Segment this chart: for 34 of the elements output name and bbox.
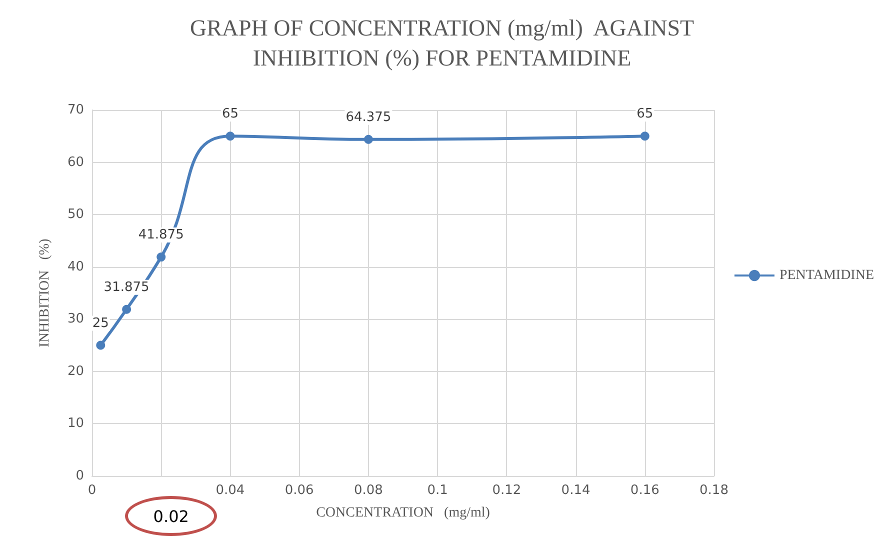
y-tick-label: 20 (67, 364, 84, 379)
x-axis-title: CONCENTRATION (mg/ml) (316, 506, 490, 520)
x-tick-label: 0.04 (216, 483, 245, 498)
data-label: 25 (92, 316, 109, 331)
data-label: 64.375 (346, 110, 392, 125)
x-tick-label: 0 (88, 483, 96, 498)
point (364, 134, 373, 144)
chart-title: GRAPH OF CONCENTRATION (mg/ml) AGAINST INHIBITION (%) FOR PENTAMIDINE (190, 16, 694, 70)
data-label: 41.875 (138, 228, 184, 243)
x-tick-label: 0.16 (630, 483, 660, 498)
data-label: 65 (636, 106, 654, 122)
y-tick-label: 70 (67, 102, 84, 118)
legend-label: PENTAMIDINE (779, 268, 874, 283)
y-tick-label: 50 (67, 207, 84, 222)
data-label: 65 (222, 106, 238, 122)
x-tick-label: 0.08 (354, 483, 383, 498)
point (156, 252, 166, 262)
point (226, 132, 235, 141)
x-tick-label: 0.06 (284, 483, 314, 498)
ellipse-outline: 0.02 (125, 496, 218, 536)
x-tick-label: 0.18 (700, 483, 728, 498)
y-tick-label: 10 (67, 416, 84, 432)
x-tick-label: 0.14 (561, 483, 590, 498)
x-tick-label: 0.12 (492, 483, 522, 498)
y-tick-label: 0 (76, 468, 84, 484)
y-axis-title: INHIBITION (%) (38, 238, 52, 348)
x-tick-label: 0.1 (427, 483, 448, 498)
y-tick-label: 60 (67, 154, 84, 170)
point (96, 340, 106, 350)
point (640, 132, 650, 141)
point (122, 304, 132, 314)
y-tick-label: 30 (67, 312, 84, 327)
data-label: 31.875 (104, 280, 150, 295)
y-tick-label: 40 (67, 259, 84, 274)
